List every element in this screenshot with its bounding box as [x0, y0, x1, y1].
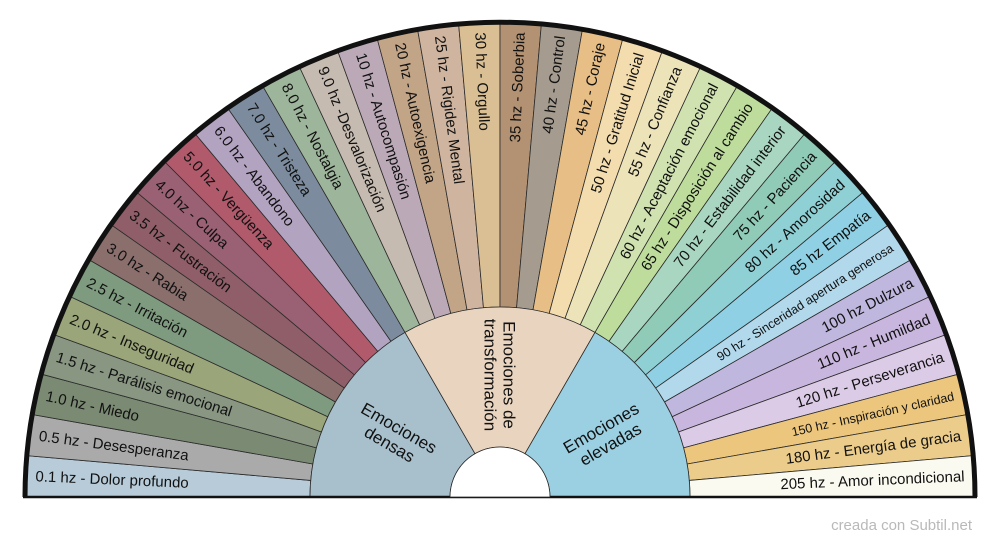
sector-label-line: transformación: [481, 319, 500, 431]
outer-arc: [22, 19, 978, 498]
sector-emociones-densas: Emocionesdensas: [309, 331, 476, 498]
segment-label: 35 hz - Soberbia: [507, 31, 529, 142]
sector-emociones-transformacion: Emociones detransformación: [404, 306, 596, 455]
segment-label: 30 hz - Orgullo: [471, 32, 492, 131]
sector-emociones-elevadas: Emocioneselevadas: [524, 331, 691, 498]
sector-label: Emociones detransformación: [481, 319, 519, 431]
sector-label-line: Emociones de: [499, 321, 518, 429]
diagram-frame: [22, 19, 978, 499]
footer-credit: creada con Subtil.net: [831, 517, 972, 534]
segment-30-hz-orgullo: 30 hz - Orgullo: [458, 21, 501, 309]
segment-label: 0.1 hz - Dolor profundo: [35, 468, 189, 492]
segment-35-hz-soberbia: 35 hz - Soberbia: [499, 21, 542, 309]
center-hole: [449, 446, 551, 498]
